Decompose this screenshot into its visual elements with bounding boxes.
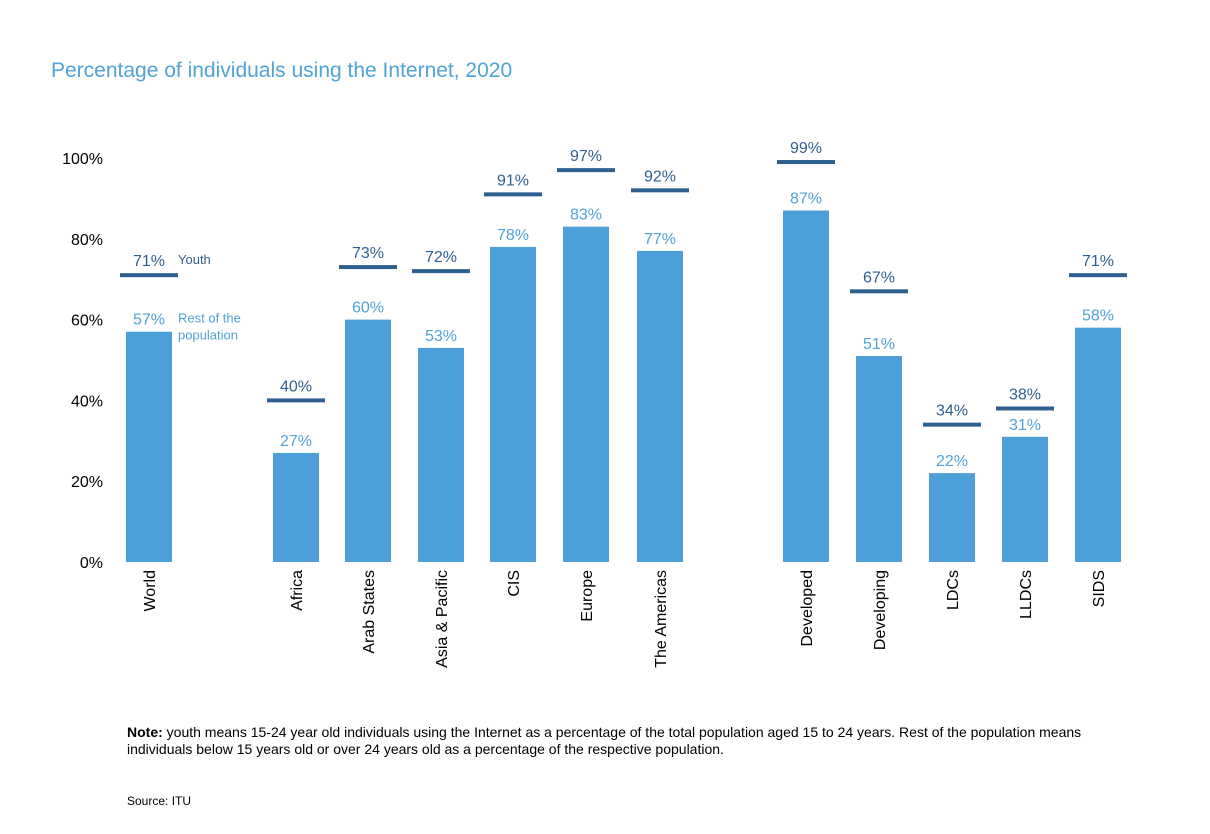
bars: 57% 27% 60% 53% 78% 83% 77% 87% 51% 22% 31% 58% [126, 191, 1121, 563]
marker-youth [631, 188, 689, 193]
bar-rest-of-population [273, 452, 319, 562]
data-label-youth: 72% [425, 249, 457, 266]
x-category-label: SIDS [1091, 570, 1108, 607]
data-label-youth: 71% [1082, 253, 1114, 270]
data-label-youth: 71% [133, 253, 165, 270]
y-tick-label: 100% [62, 151, 103, 168]
data-label-rest: 60% [352, 300, 384, 317]
data-label-youth: 38% [1009, 386, 1041, 403]
marker-youth [267, 398, 325, 403]
data-label-rest: 53% [425, 328, 457, 345]
bar-rest-of-population [1002, 436, 1048, 562]
legend-youth-label: Youth [178, 252, 211, 267]
data-label-youth: 97% [570, 148, 602, 165]
marker-youth [777, 160, 835, 165]
youth-markers: 71% 40% 73% 72% 91% 97% 92% 99% 67% 34% 38% 71% [120, 140, 1127, 427]
x-category-label: Asia & Pacific [434, 570, 451, 668]
data-label-youth: 34% [936, 403, 968, 420]
legend-rest-label-line2: population [178, 328, 238, 343]
data-label-rest: 78% [497, 227, 529, 244]
bar-rest-of-population [783, 210, 829, 562]
data-label-youth: 91% [497, 172, 529, 189]
marker-youth [1069, 273, 1127, 278]
bar-rest-of-population [1075, 327, 1121, 562]
y-tick-label: 80% [71, 232, 103, 249]
data-label-youth: 99% [790, 140, 822, 157]
bar-rest-of-population [490, 246, 536, 562]
marker-youth [484, 192, 542, 197]
data-label-youth: 40% [280, 378, 312, 395]
x-category-label: Arab States [361, 570, 378, 654]
marker-youth [996, 406, 1054, 411]
legend-rest-label-line1: Rest of the [178, 311, 241, 326]
data-label-rest: 22% [936, 453, 968, 470]
x-axis-labels: World Africa Arab States Asia & Pacific CIS E… [142, 570, 1108, 668]
x-category-label: CIS [506, 570, 523, 597]
data-label-youth: 92% [644, 168, 676, 185]
data-label-rest: 58% [1082, 308, 1114, 325]
data-label-rest: 83% [570, 207, 602, 224]
data-label-rest: 27% [280, 433, 312, 450]
marker-youth [557, 168, 615, 173]
bar-rest-of-population [345, 319, 391, 562]
x-category-label: Developed [799, 570, 816, 647]
data-label-rest: 31% [1009, 417, 1041, 434]
marker-youth [412, 269, 470, 274]
y-tick-label: 40% [71, 393, 103, 410]
marker-youth [850, 289, 908, 294]
y-axis: 0% 20% 40% 60% 80% 100% [62, 151, 103, 572]
source-text: Source: ITU [127, 794, 192, 808]
y-tick-label: 60% [71, 313, 103, 330]
x-category-label: Developing [872, 570, 889, 650]
note-text: youth means 15-24 year old individuals u… [127, 724, 1082, 757]
y-tick-label: 0% [80, 555, 103, 572]
bar-rest-of-population [563, 226, 609, 562]
bar-rest-of-population [929, 473, 975, 562]
legend: Youth Rest of the population [178, 252, 241, 343]
footnote: Note: youth means 15-24 year old individ… [127, 724, 1087, 758]
x-category-label: Africa [289, 570, 306, 611]
data-label-rest: 57% [133, 312, 165, 329]
data-label-youth: 67% [863, 269, 895, 286]
data-label-rest: 51% [863, 336, 895, 353]
bar-rest-of-population [637, 250, 683, 563]
marker-youth [923, 422, 981, 427]
x-category-label: Europe [579, 570, 596, 622]
marker-youth [339, 265, 397, 270]
bar-chart: 0% 20% 40% 60% 80% 100% 57% 27% 60% 53% 78% 83% 77%… [62, 140, 1127, 668]
data-label-youth: 73% [352, 245, 384, 262]
x-category-label: LLDCs [1018, 570, 1035, 619]
data-label-rest: 87% [790, 191, 822, 208]
marker-youth [120, 273, 178, 278]
x-category-label: The Americas [653, 570, 670, 668]
data-label-rest: 77% [644, 231, 676, 248]
y-tick-label: 20% [71, 474, 103, 491]
x-category-label: World [142, 570, 159, 612]
bar-rest-of-population [126, 331, 172, 562]
bar-rest-of-population [856, 355, 902, 562]
note-label: Note: [127, 724, 163, 740]
bar-rest-of-population [418, 347, 464, 562]
chart-title: Percentage of individuals using the Inte… [51, 59, 513, 82]
x-category-label: LDCs [945, 570, 962, 610]
